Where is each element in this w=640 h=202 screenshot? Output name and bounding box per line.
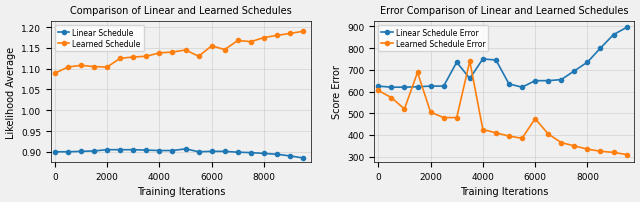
Learned Schedule Error [427,112,435,114]
Learned Schedule [77,65,85,67]
Learned Schedule [103,66,111,69]
Y-axis label: Likelihood Average: Likelihood Average [6,46,15,138]
Learned Schedule [247,41,255,44]
Linear Schedule [273,153,281,156]
Linear Schedule [247,152,255,154]
Linear Schedule [195,151,202,153]
Learned Schedule [234,40,242,42]
Linear Schedule [103,149,111,151]
Learned Schedule Error [531,118,539,120]
Linear Schedule [300,157,307,159]
Linear Schedule Error [596,48,604,50]
Title: Error Comparison of Linear and Learned Schedules: Error Comparison of Linear and Learned S… [380,5,628,16]
Linear Schedule [169,149,177,152]
Legend: Linear Schedule Error, Learned Schedule Error: Linear Schedule Error, Learned Schedule … [378,26,488,52]
Linear Schedule [286,155,294,157]
Learned Schedule [64,66,72,69]
Learned Schedule Error [453,117,461,119]
Learned Schedule [208,45,216,48]
Learned Schedule [273,35,281,37]
Linear Schedule Error [610,34,618,37]
Linear Schedule [260,153,268,155]
Linear Schedule [116,149,124,151]
Linear Schedule [182,148,189,150]
Linear Schedule [234,151,242,154]
Learned Schedule Error [479,129,486,131]
Learned Schedule Error [374,90,382,92]
Linear Schedule [156,149,163,152]
Linear Schedule Error [388,86,396,89]
Learned Schedule [300,31,307,33]
Learned Schedule [286,33,294,35]
Linear Schedule Error [570,70,578,73]
Learned Schedule Error [570,145,578,147]
Learned Schedule [195,56,202,58]
Learned Schedule Error [413,72,421,74]
Legend: Linear Schedule, Learned Schedule: Linear Schedule, Learned Schedule [55,26,144,52]
Learned Schedule [51,73,59,75]
Line: Linear Schedule Error: Linear Schedule Error [376,26,628,90]
Linear Schedule Error [518,86,526,89]
Learned Schedule Error [545,133,552,136]
Linear Schedule [51,151,59,153]
Linear Schedule [64,151,72,153]
Linear Schedule Error [584,62,591,64]
Linear Schedule [143,149,150,152]
Learned Schedule Error [584,148,591,151]
Learned Schedule Error [623,154,630,156]
Linear Schedule Error [453,62,461,64]
Linear Schedule Error [427,85,435,88]
Learned Schedule [116,58,124,60]
Learned Schedule [143,56,150,58]
Linear Schedule Error [623,27,630,29]
Learned Schedule Error [440,117,447,119]
Linear Schedule Error [505,83,513,86]
Learned Schedule [169,52,177,54]
Linear Schedule Error [545,80,552,82]
Learned Schedule [182,49,189,52]
Linear Schedule Error [479,58,486,61]
Learned Schedule Error [388,97,396,99]
Line: Learned Schedule Error: Learned Schedule Error [376,60,628,157]
Linear Schedule [221,150,228,153]
Learned Schedule [129,57,137,59]
Linear Schedule [129,149,137,151]
X-axis label: Training Iterations: Training Iterations [460,186,548,197]
Learned Schedule Error [518,137,526,140]
Linear Schedule Error [557,79,565,81]
Linear Schedule Error [374,85,382,88]
Learned Schedule [90,66,98,68]
Learned Schedule Error [466,61,474,63]
Learned Schedule Error [492,132,500,134]
Learned Schedule Error [596,150,604,153]
Linear Schedule Error [401,86,408,89]
Learned Schedule Error [505,135,513,138]
Learned Schedule Error [401,108,408,110]
Learned Schedule [260,37,268,40]
Linear Schedule [208,150,216,153]
Linear Schedule Error [413,86,421,88]
Learned Schedule [221,49,228,52]
Title: Comparison of Linear and Learned Schedules: Comparison of Linear and Learned Schedul… [70,5,292,16]
Linear Schedule Error [531,80,539,82]
Learned Schedule Error [610,152,618,154]
Linear Schedule [77,150,85,153]
Linear Schedule Error [492,60,500,62]
Linear Schedule Error [466,78,474,80]
Linear Schedule [90,150,98,153]
Linear Schedule Error [440,85,447,88]
Line: Learned Schedule: Learned Schedule [52,30,305,76]
Learned Schedule [156,52,163,55]
Line: Linear Schedule: Linear Schedule [52,147,305,160]
Learned Schedule Error [557,142,565,144]
Y-axis label: Score Error: Score Error [332,65,342,119]
X-axis label: Training Iterations: Training Iterations [137,186,225,197]
